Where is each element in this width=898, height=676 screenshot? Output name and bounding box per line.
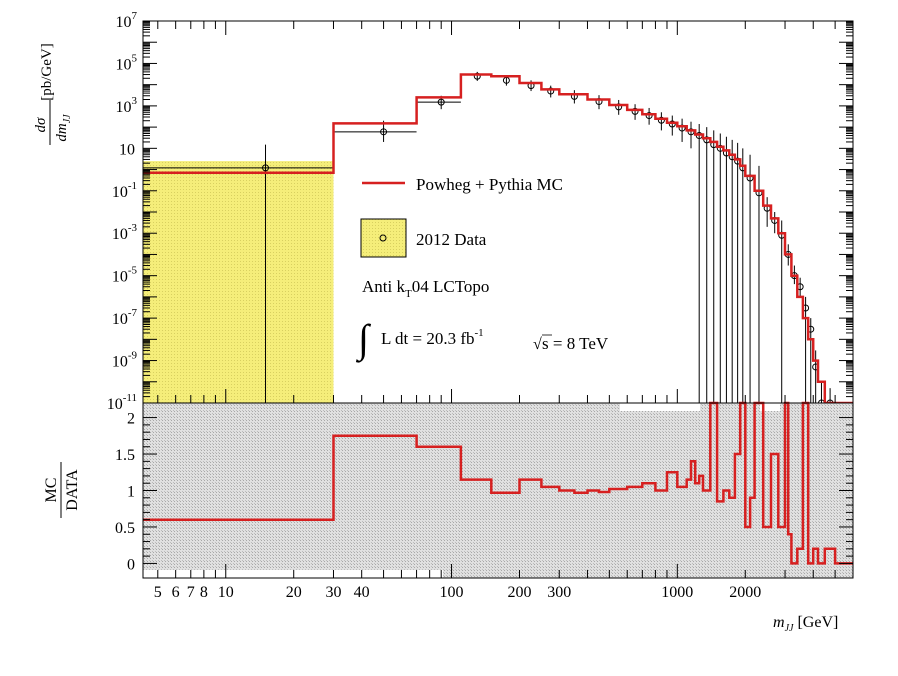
legend-data-swatch: [360, 218, 407, 258]
lumi-label: L dt = 20.3 fb-1: [381, 327, 484, 348]
data-point: [657, 116, 665, 124]
sqrt-sign: √: [533, 336, 542, 353]
data-band-low-mass: [143, 161, 334, 403]
y-tick-label: 107: [116, 10, 138, 31]
y-tick-label: 103: [116, 95, 138, 116]
ratio-band-gap: [760, 403, 780, 411]
data-uncertainty-band: [143, 161, 334, 403]
y-tick-label: 10-5: [112, 265, 138, 286]
y-tick-label: 10-3: [112, 222, 138, 243]
legend-data-marker: [379, 234, 387, 242]
legend-data-label: 2012 Data: [416, 230, 487, 249]
x-tick-label: 200: [507, 584, 531, 601]
top-y-axis: 107 105 103 10 10-1 10-3 10-5 10-7 10-9 10-11: [107, 10, 853, 413]
data-point: [645, 112, 653, 120]
x-axis: 5 6 7 8 10 20 30 40 100 200 300 1000 2000: [154, 21, 854, 601]
x-tick-label: 100: [440, 584, 464, 601]
annotations: Anti kT04 LCTopo ∫ L dt = 20.3 fb-1 √ s …: [355, 277, 609, 363]
ratio-ylabel-den: DATA: [64, 469, 81, 511]
data-point: [380, 128, 388, 136]
y-tick-label: 10-11: [107, 392, 137, 413]
ylabel-unit: [pb/GeV]: [39, 43, 55, 100]
y-tick-label: 10-7: [112, 307, 138, 328]
data-point: [437, 98, 445, 106]
x-axis-title: mJJ [GeV]: [773, 614, 838, 634]
y-tick-label: 10-9: [112, 350, 138, 371]
x-tick-label: 20: [286, 584, 302, 601]
data-point: [262, 164, 270, 172]
ratio-band-gap: [620, 403, 700, 411]
mc-step-line: [143, 73, 853, 405]
ylabel-num: dσ: [33, 117, 49, 133]
x-tick-label: 7: [187, 584, 195, 601]
legend-mc-label: Powheg + Pythia MC: [416, 175, 563, 194]
x-tick-label: 300: [547, 584, 571, 601]
ratio-y-title: MC DATA: [43, 462, 81, 518]
y-tick-label: 105: [116, 52, 138, 73]
x-tick-label: 40: [354, 584, 370, 601]
data-point: [547, 87, 555, 95]
ylabel-den: dmJJ: [54, 114, 73, 142]
ratio-y-tick-label: 0.5: [115, 520, 135, 537]
mc-histogram: [143, 73, 853, 405]
integral-sign: ∫: [355, 316, 372, 363]
ratio-step-line: [143, 401, 853, 565]
top-y-title: dσ dmJJ [pb/GeV]: [33, 43, 73, 145]
x-tick-label: 2000: [729, 584, 761, 601]
x-tick-label: 1000: [661, 584, 693, 601]
energy-label: s = 8 TeV: [542, 334, 609, 353]
x-tick-label: 30: [325, 584, 341, 601]
data-point: [631, 107, 639, 115]
ratio-y-tick-label: 1.5: [115, 447, 135, 464]
ratio-histogram: [143, 401, 853, 565]
ratio-ylabel-num: MC: [43, 478, 60, 503]
x-tick-label: 8: [200, 584, 208, 601]
x-tick-label: 5: [154, 584, 162, 601]
ratio-y-tick-label: 1: [127, 484, 135, 501]
y-tick-label: 10-1: [112, 180, 137, 201]
ratio-y-tick-label: 2: [127, 411, 135, 428]
algo-label: Anti kT04 LCTopo: [362, 277, 489, 300]
data-point: [473, 72, 481, 80]
ratio-band-gap: [143, 570, 443, 578]
legend: Powheg + Pythia MC 2012 Data: [360, 175, 563, 258]
ratio-y-tick-label: 0: [127, 556, 135, 573]
y-tick-label: 10: [119, 141, 135, 158]
x-tick-label: 10: [218, 584, 234, 601]
x-tick-label: 6: [172, 584, 180, 601]
ratio-y-axis: 0 0.5 1 1.5 2: [115, 411, 853, 573]
